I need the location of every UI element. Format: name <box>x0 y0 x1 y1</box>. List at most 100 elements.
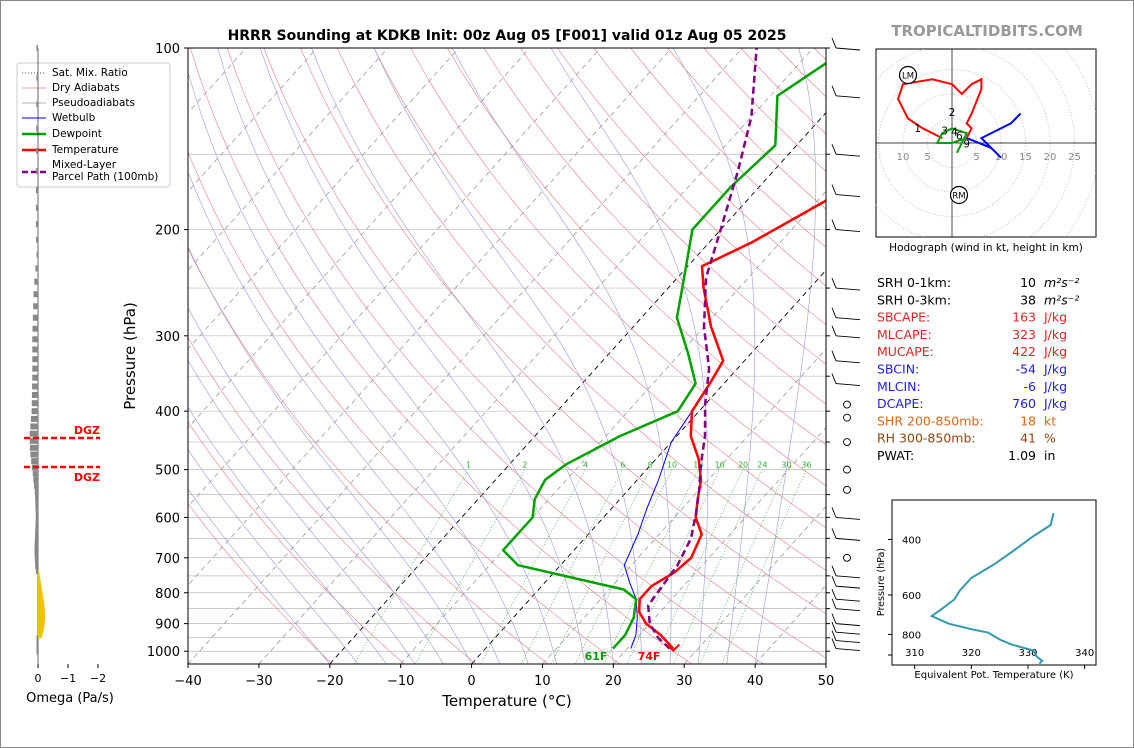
theta-e-xtick-label: 330 <box>1018 648 1037 659</box>
omega-bar <box>32 346 38 353</box>
skewt-profiles <box>501 48 826 652</box>
wind-barbs <box>831 37 861 652</box>
wind-barb-shaft <box>835 537 861 541</box>
hodograph-height-label: 6 <box>956 131 963 143</box>
parameter-unit: J/kg <box>1043 327 1067 342</box>
mixing-ratio-label: 30 <box>781 461 791 470</box>
omega-bar <box>34 550 38 557</box>
wind-barb-shaft <box>835 317 861 321</box>
parcel-path-line <box>646 48 758 650</box>
omega-bar <box>34 488 38 495</box>
dry-adiabat <box>188 247 549 664</box>
omega-bar <box>31 391 38 398</box>
temp-tick-label: 10 <box>534 674 551 689</box>
omega-bar <box>33 291 38 298</box>
dry-adiabat <box>263 48 826 659</box>
isotherm-line <box>683 505 826 664</box>
temp-tick-label: 0 <box>467 674 475 689</box>
temp-tick-label: −10 <box>387 674 414 689</box>
parameter-label: SHR 200-850mb: <box>877 413 984 428</box>
pressure-tick-label: 500 <box>155 464 180 479</box>
wind-barb-flag <box>831 638 837 649</box>
omega-bar <box>35 500 38 507</box>
omega-bar <box>38 572 40 579</box>
dry-adiabat <box>188 503 333 664</box>
omega-bar <box>36 125 38 132</box>
parameter-unit: kt <box>1044 413 1056 428</box>
omega-bar <box>38 600 44 607</box>
isotherm-line <box>188 48 743 664</box>
omega-bar <box>38 614 46 621</box>
skewt-axes-frame <box>187 47 827 665</box>
parameter-label: PWAT: <box>877 448 914 463</box>
mixing-ratio-line <box>699 469 787 664</box>
parameter-table: SRH 0-1km: 10 m²s⁻² SRH 0-3km: 38 m²s⁻² SBCAPE… <box>877 275 1079 463</box>
pseudoadiabat <box>451 48 672 664</box>
pseudoadiabat <box>550 48 709 664</box>
omega-bar <box>35 505 38 512</box>
omega-bar <box>31 458 38 465</box>
omega-bar <box>36 45 38 51</box>
parameter-label: RH 300-850mb: <box>877 431 976 446</box>
pseudoadiabat <box>217 48 557 664</box>
dry-adiabat <box>188 336 477 664</box>
legend: Sat. Mix. Ratio Dry Adiabats Pseudoadiab… <box>16 62 171 188</box>
parameter-value: 38 <box>1020 292 1036 307</box>
mixing-ratio-label: 6 <box>620 461 625 470</box>
wind-barb-flag <box>831 184 837 195</box>
pseudoadiabat <box>672 48 756 664</box>
wind-barb-flag <box>831 565 837 577</box>
watermark: TROPICALTIDBITS.COM <box>891 22 1083 40</box>
legend-label-dewpoint: Dewpoint <box>52 128 102 140</box>
parameter-value: 163 <box>1012 310 1036 325</box>
theta-e-frame <box>891 499 1097 666</box>
mixing-ratio-label: 20 <box>738 461 748 470</box>
hodograph-trace <box>935 127 969 154</box>
pressure-tick-label: 700 <box>155 552 180 567</box>
omega-bar <box>36 648 38 655</box>
surface-temp-label: 74F <box>638 650 661 663</box>
skewt-ylabel: Pressure (hPa) <box>121 302 139 410</box>
omega-bar <box>38 584 42 591</box>
omega-bar <box>35 521 38 528</box>
parameter-value: 422 <box>1012 344 1036 359</box>
parameter-unit: J/kg <box>1043 396 1067 411</box>
mixing-ratio-line <box>652 469 744 664</box>
dry-adiabat <box>190 48 692 664</box>
mixing-ratio-line <box>721 469 807 664</box>
legend-label-dry: Dry Adiabats <box>52 82 120 94</box>
mixing-ratio-label: 4 <box>583 461 588 470</box>
wind-barb-flag <box>831 350 837 361</box>
omega-bar <box>32 314 38 321</box>
wind-barb-shaft <box>835 194 861 198</box>
omega-bar <box>36 168 38 175</box>
dgz-label-top: DGZ <box>74 424 100 437</box>
omega-bar <box>35 563 38 570</box>
pseudoadiabat <box>188 360 416 664</box>
dry-adiabat <box>410 48 826 487</box>
omega-bar <box>34 545 38 552</box>
calm-wind-circle <box>843 485 851 494</box>
omega-bar <box>38 596 44 603</box>
omega-bar <box>33 303 38 310</box>
mixing-ratio-line <box>414 469 526 664</box>
wind-barb-shaft <box>835 287 861 291</box>
pseudoadiabat <box>188 307 444 664</box>
isotherm-line <box>188 48 531 429</box>
wind-barb-flag <box>831 528 837 539</box>
omega-tick-label: −1 <box>60 672 76 685</box>
parameter-value: 18 <box>1020 413 1036 428</box>
dry-adiabat <box>188 421 405 664</box>
omega-bar <box>38 611 45 618</box>
parameter-unit: in <box>1044 448 1055 463</box>
wind-barb-shaft <box>835 598 861 602</box>
theta-e-xtick-label: 340 <box>1075 648 1094 659</box>
omega-panel: 0 −1 −2 DGZ DGZ <box>24 45 106 685</box>
calm-wind-circle <box>843 553 851 562</box>
parameter-value: -6 <box>1024 379 1037 394</box>
mixing-ratio-label: 10 <box>667 461 677 470</box>
isotherm-line <box>188 48 672 586</box>
parameter-label: SBCIN: <box>877 362 919 377</box>
mixing-ratio-line <box>626 469 721 664</box>
